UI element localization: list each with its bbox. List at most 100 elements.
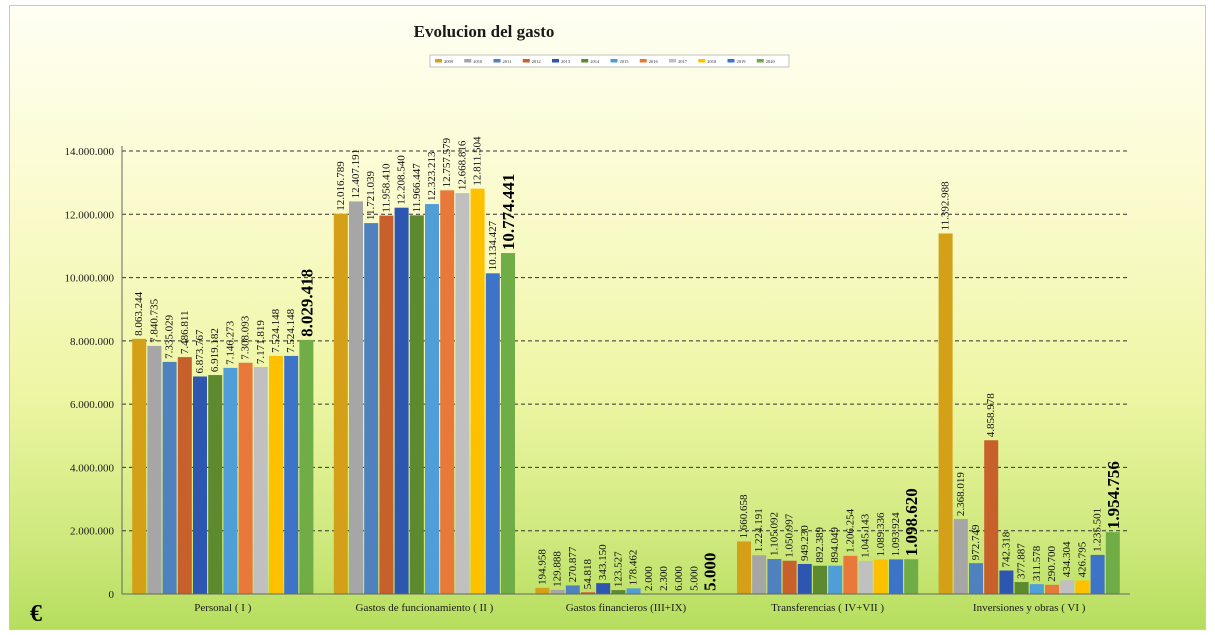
legend-swatch	[581, 59, 588, 63]
legend-entry: 2015	[620, 59, 630, 64]
bar	[455, 193, 469, 594]
bar	[334, 214, 348, 594]
legend-swatch	[435, 59, 442, 63]
data-label: 12.407.191	[350, 149, 362, 199]
bar	[1045, 585, 1059, 594]
legend: 2009 2010 2011 2012 2013 2014 2015 2016 2017 2018…	[430, 55, 789, 67]
y-tick-label: 4.000.000	[70, 462, 115, 474]
bar	[269, 356, 283, 594]
data-label: 11.966.447	[411, 163, 423, 213]
legend-entry: 2020	[766, 59, 776, 64]
bar	[752, 555, 766, 594]
legend-entry: 2017	[678, 59, 688, 64]
y-axis-ticks: 0 2.000.000 4.000.000 6.000.000 8.000.000 10.…	[65, 146, 115, 601]
data-label: 1.050.997	[784, 513, 796, 558]
data-label: 8.029.418	[297, 269, 316, 337]
y-tick-label: 8.000.000	[70, 336, 115, 348]
data-label: 426.795	[1076, 541, 1088, 577]
bar	[440, 190, 454, 594]
legend-entry: 2009	[444, 59, 454, 64]
data-label: 2.000	[643, 566, 655, 591]
data-label: 1.045.143	[860, 513, 872, 558]
data-label: 892.389	[814, 527, 826, 563]
data-label: 290.700	[1046, 546, 1058, 582]
bar	[939, 233, 953, 594]
bar	[783, 561, 797, 594]
bar	[999, 571, 1013, 594]
bar	[1060, 580, 1074, 594]
legend-entry: 2013	[561, 59, 571, 64]
legend-swatch	[611, 59, 618, 63]
data-label: 270.877	[567, 546, 579, 582]
x-category-label: Gastos financieros (III+IX)	[566, 602, 687, 614]
bar	[904, 559, 918, 594]
bar	[349, 201, 363, 594]
data-label: 894.049	[829, 526, 841, 562]
data-label: 1.093.924	[890, 512, 902, 557]
legend-entry: 2018	[707, 59, 717, 64]
data-label: 54.818	[582, 559, 594, 590]
data-label: 311.578	[1031, 545, 1043, 581]
legend-swatch	[552, 59, 559, 63]
data-label: 11.721.039	[365, 171, 377, 221]
y-tick-label: 10.000.000	[65, 273, 115, 285]
data-label: 129.888	[552, 551, 564, 587]
bar	[1091, 555, 1105, 594]
data-label: 972.749	[970, 524, 982, 560]
legend-swatch	[464, 59, 471, 63]
bar	[132, 339, 146, 594]
data-label: 5.000	[701, 553, 720, 591]
data-label: 194.958	[536, 549, 548, 585]
legend-swatch	[669, 59, 676, 63]
data-label: 1.089.336	[875, 512, 887, 557]
data-label: 1.954.756	[1104, 461, 1123, 529]
data-label: 6.000	[673, 566, 685, 591]
bar	[471, 189, 485, 594]
bar	[223, 368, 237, 594]
bar	[874, 560, 888, 594]
chart-title: Evolucion del gasto	[414, 22, 555, 41]
bar	[163, 362, 177, 594]
data-label: 742.318	[1000, 531, 1012, 567]
legend-entry: 2012	[532, 59, 541, 64]
bar	[410, 215, 424, 594]
data-label: 7.524.148	[285, 308, 297, 353]
bar	[984, 440, 998, 594]
data-label: 434.304	[1061, 541, 1073, 577]
data-label: 6.919.182	[209, 328, 221, 372]
x-category-label: Transferencias ( IV+VII )	[771, 602, 884, 614]
bar	[1075, 580, 1089, 594]
data-label: 12.811.504	[472, 136, 484, 186]
y-tick-label: 6.000.000	[70, 399, 115, 411]
bar	[627, 588, 641, 594]
y-tick-label: 0	[109, 589, 115, 601]
chart-frame: Evolucion del gasto 2009 2010 2011 2012 2013…	[9, 5, 1206, 630]
data-label: 4.858.978	[985, 393, 997, 437]
bar	[813, 566, 827, 594]
data-label: 11.958.410	[380, 163, 392, 213]
data-label: 10.774.441	[499, 174, 518, 251]
y-tick-label: 2.000.000	[70, 526, 115, 538]
legend-swatch	[523, 59, 530, 63]
data-label: 10.134.427	[487, 220, 499, 270]
data-label: 343.150	[597, 544, 609, 580]
legend-entry: 2014	[590, 59, 600, 64]
bar	[486, 273, 500, 594]
data-label: 7.524.148	[270, 308, 282, 353]
legend-swatch	[757, 59, 764, 63]
legend-entry: 2010	[473, 59, 483, 64]
data-label: 7.840.735	[148, 298, 160, 343]
bar	[284, 356, 298, 594]
data-label: 7.146.273	[224, 320, 236, 365]
bar	[954, 519, 968, 594]
legend-entry: 2011	[503, 59, 512, 64]
bar	[767, 559, 781, 594]
legend-swatch	[494, 59, 501, 63]
bar-chart: Evolucion del gasto 2009 2010 2011 2012 2013…	[10, 6, 1207, 631]
bar	[566, 585, 580, 594]
data-label: 7.308.093	[240, 315, 252, 360]
x-category-label: Personal ( I )	[194, 602, 251, 614]
data-label: 2.300	[658, 566, 670, 591]
data-label: 1.235.501	[1092, 508, 1104, 552]
bar	[208, 375, 222, 594]
